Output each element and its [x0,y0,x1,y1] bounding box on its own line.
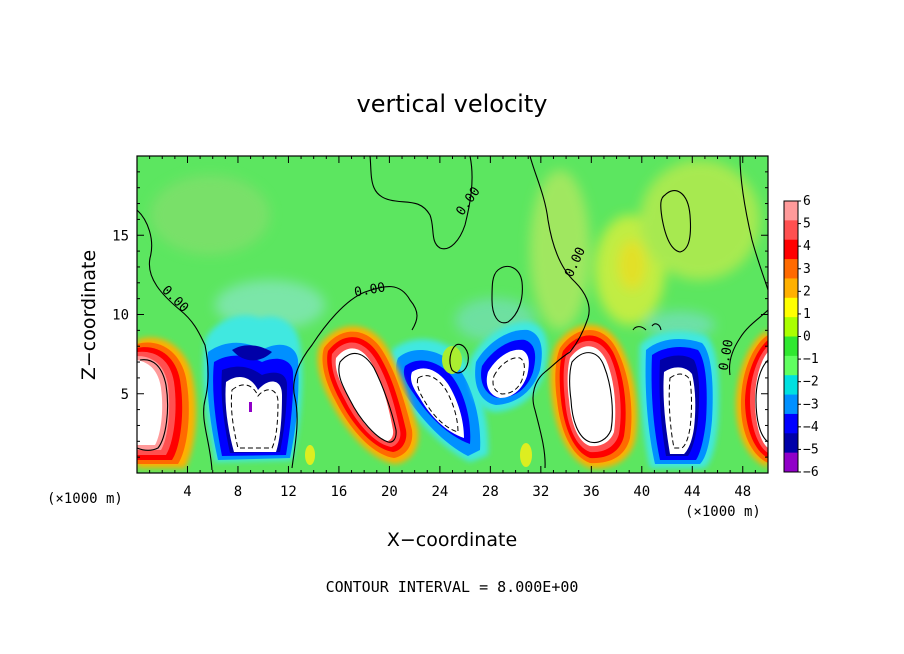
x-tick-label: 48 [734,484,751,500]
x-tick-label: 32 [532,484,549,500]
colorbar-swatch [784,355,798,376]
x-tick-label: 40 [633,484,650,500]
x-tick-label: 20 [381,484,398,500]
x-tick-label: 24 [431,484,448,500]
x-tick-label: 16 [330,484,347,500]
colorbar-label: 4 [803,239,811,254]
colorbar-label: 5 [803,217,811,232]
colorbar-label: −3 [803,397,819,412]
updraft-regions [137,324,768,469]
updraft-marker [249,402,252,412]
colorbar-swatch [784,278,798,299]
colorbar-swatch [784,394,798,415]
colorbar-swatch [784,413,798,434]
y-axis-label: Z−coordinate [78,250,100,380]
colorbar-swatch [784,375,798,396]
y-tick-label: 5 [121,387,129,403]
colorbar-label: 1 [803,307,811,322]
contour-interval-label: CONTOUR INTERVAL = 8.000E+00 [326,578,579,596]
y-axis-ticks: 5 10 15 [112,171,768,458]
contour-label: 0.00 [353,280,386,300]
x-tick-label: 4 [183,484,191,500]
colorbar-swatch [784,259,798,279]
colorbar-label: −2 [803,375,819,390]
x-unit-left: (×1000 m) [47,491,123,507]
colorbar-label: −1 [803,352,819,367]
x-tick-label: 44 [684,484,701,500]
y-tick-label: 10 [112,308,129,324]
chart-title: vertical velocity [357,90,548,118]
plot-area [137,156,768,473]
x-axis-label: X−coordinate [387,529,517,551]
colorbar-label: 0 [803,330,811,345]
negative-contour-lines [230,357,692,449]
colorbar-swatch [784,239,798,260]
x-tick-label: 12 [280,484,297,500]
colorbar-swatch [784,201,798,221]
x-unit-right: (×1000 m) [685,504,761,520]
x-axis-ticks: 4 8 12 16 20 24 28 32 36 40 44 48 [149,156,756,500]
colorbar-swatch [784,452,798,473]
x-tick-label: 36 [583,484,600,500]
x-tick-label: 8 [234,484,242,500]
colorbar: 6 5 4 3 2 1 0 −1 −2 −3 −4 −5 −6 [783,194,819,480]
contour-lines [137,156,768,471]
colorbar-swatch [784,220,798,241]
colorbar-label: 3 [803,262,811,277]
field-soft-variations [150,160,760,342]
colorbar-label: 2 [803,284,811,299]
colorbar-swatch [784,433,798,454]
colorbar-swatch [784,336,798,357]
colorbar-label: −6 [803,465,819,480]
contour-label: 0.00 [717,338,737,371]
colorbar-label: −4 [803,420,819,435]
colorbar-label: −5 [803,442,819,457]
colorbar-swatch [784,297,798,318]
x-tick-label: 28 [482,484,499,500]
y-tick-label: 15 [112,228,129,244]
colorbar-label: 6 [803,194,811,209]
colorbar-swatch [784,317,798,337]
